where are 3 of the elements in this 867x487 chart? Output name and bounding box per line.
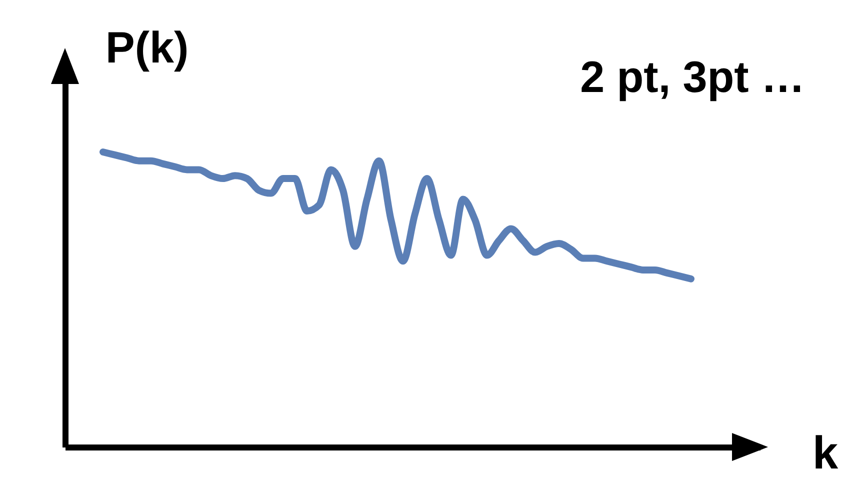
y-axis-title: P(k) xyxy=(106,24,189,72)
x-axis-title: k xyxy=(812,426,838,478)
text: 2 pt, 3pt … xyxy=(580,53,805,102)
